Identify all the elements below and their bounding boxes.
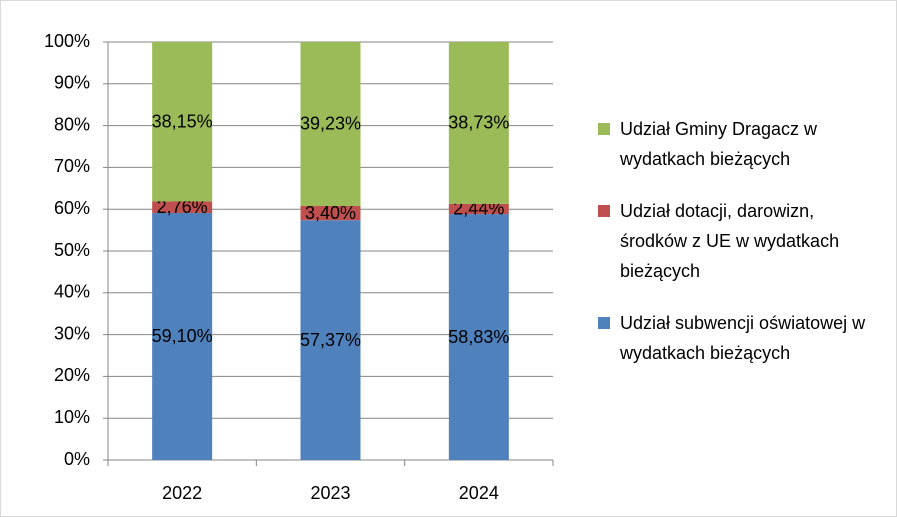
- legend-label: Udział dotacji, darowizn, środków z UE w…: [620, 201, 840, 281]
- y-tick-label: 0%: [64, 449, 90, 469]
- legend-swatch: [598, 317, 610, 329]
- bar-segment: [152, 201, 213, 213]
- y-tick-label: 70%: [54, 156, 90, 176]
- data-label: 39,23%: [300, 114, 361, 134]
- x-tick-label: 2022: [162, 483, 202, 503]
- data-label: 38,73%: [448, 113, 509, 133]
- bar-segment: [300, 220, 361, 460]
- legend-item: Udział dotacji, darowizn, środków z UE w…: [598, 196, 883, 286]
- legend-item: Udział subwencji oświatowej w wydatkach …: [598, 308, 883, 368]
- y-tick-label: 80%: [54, 114, 90, 134]
- x-tick-label: 2024: [459, 483, 499, 503]
- y-tick-label: 60%: [54, 198, 90, 218]
- legend: Udział Gminy Dragacz w wydatkach bieżący…: [598, 114, 883, 390]
- bar-segment: [448, 42, 509, 204]
- bar-segment: [448, 203, 509, 215]
- legend-swatch: [598, 205, 610, 217]
- bar-segment: [152, 212, 213, 460]
- data-label: 57,37%: [300, 330, 361, 350]
- data-label: 58,83%: [448, 327, 509, 347]
- legend-label: Udział Gminy Dragacz w wydatkach bieżący…: [620, 119, 818, 169]
- data-label: 2,76%: [157, 197, 208, 217]
- legend-item: Udział Gminy Dragacz w wydatkach bieżący…: [598, 114, 883, 174]
- x-tick-label: 2023: [310, 483, 350, 503]
- data-label: 38,15%: [152, 111, 213, 131]
- data-label: 59,10%: [152, 326, 213, 346]
- bar-segment: [300, 205, 361, 221]
- bar-segment: [448, 214, 509, 460]
- bar-segment: [300, 42, 361, 206]
- y-tick-label: 20%: [54, 365, 90, 385]
- y-tick-label: 90%: [54, 73, 90, 93]
- y-tick-label: 50%: [54, 240, 90, 260]
- data-label: 3,40%: [305, 203, 356, 223]
- y-tick-label: 10%: [54, 407, 90, 427]
- y-tick-label: 100%: [44, 31, 90, 51]
- y-tick-label: 30%: [54, 323, 90, 343]
- legend-swatch: [598, 123, 610, 135]
- bar-segment: [152, 41, 213, 202]
- legend-label: Udział subwencji oświatowej w wydatkach …: [620, 313, 866, 363]
- y-tick-label: 40%: [54, 282, 90, 302]
